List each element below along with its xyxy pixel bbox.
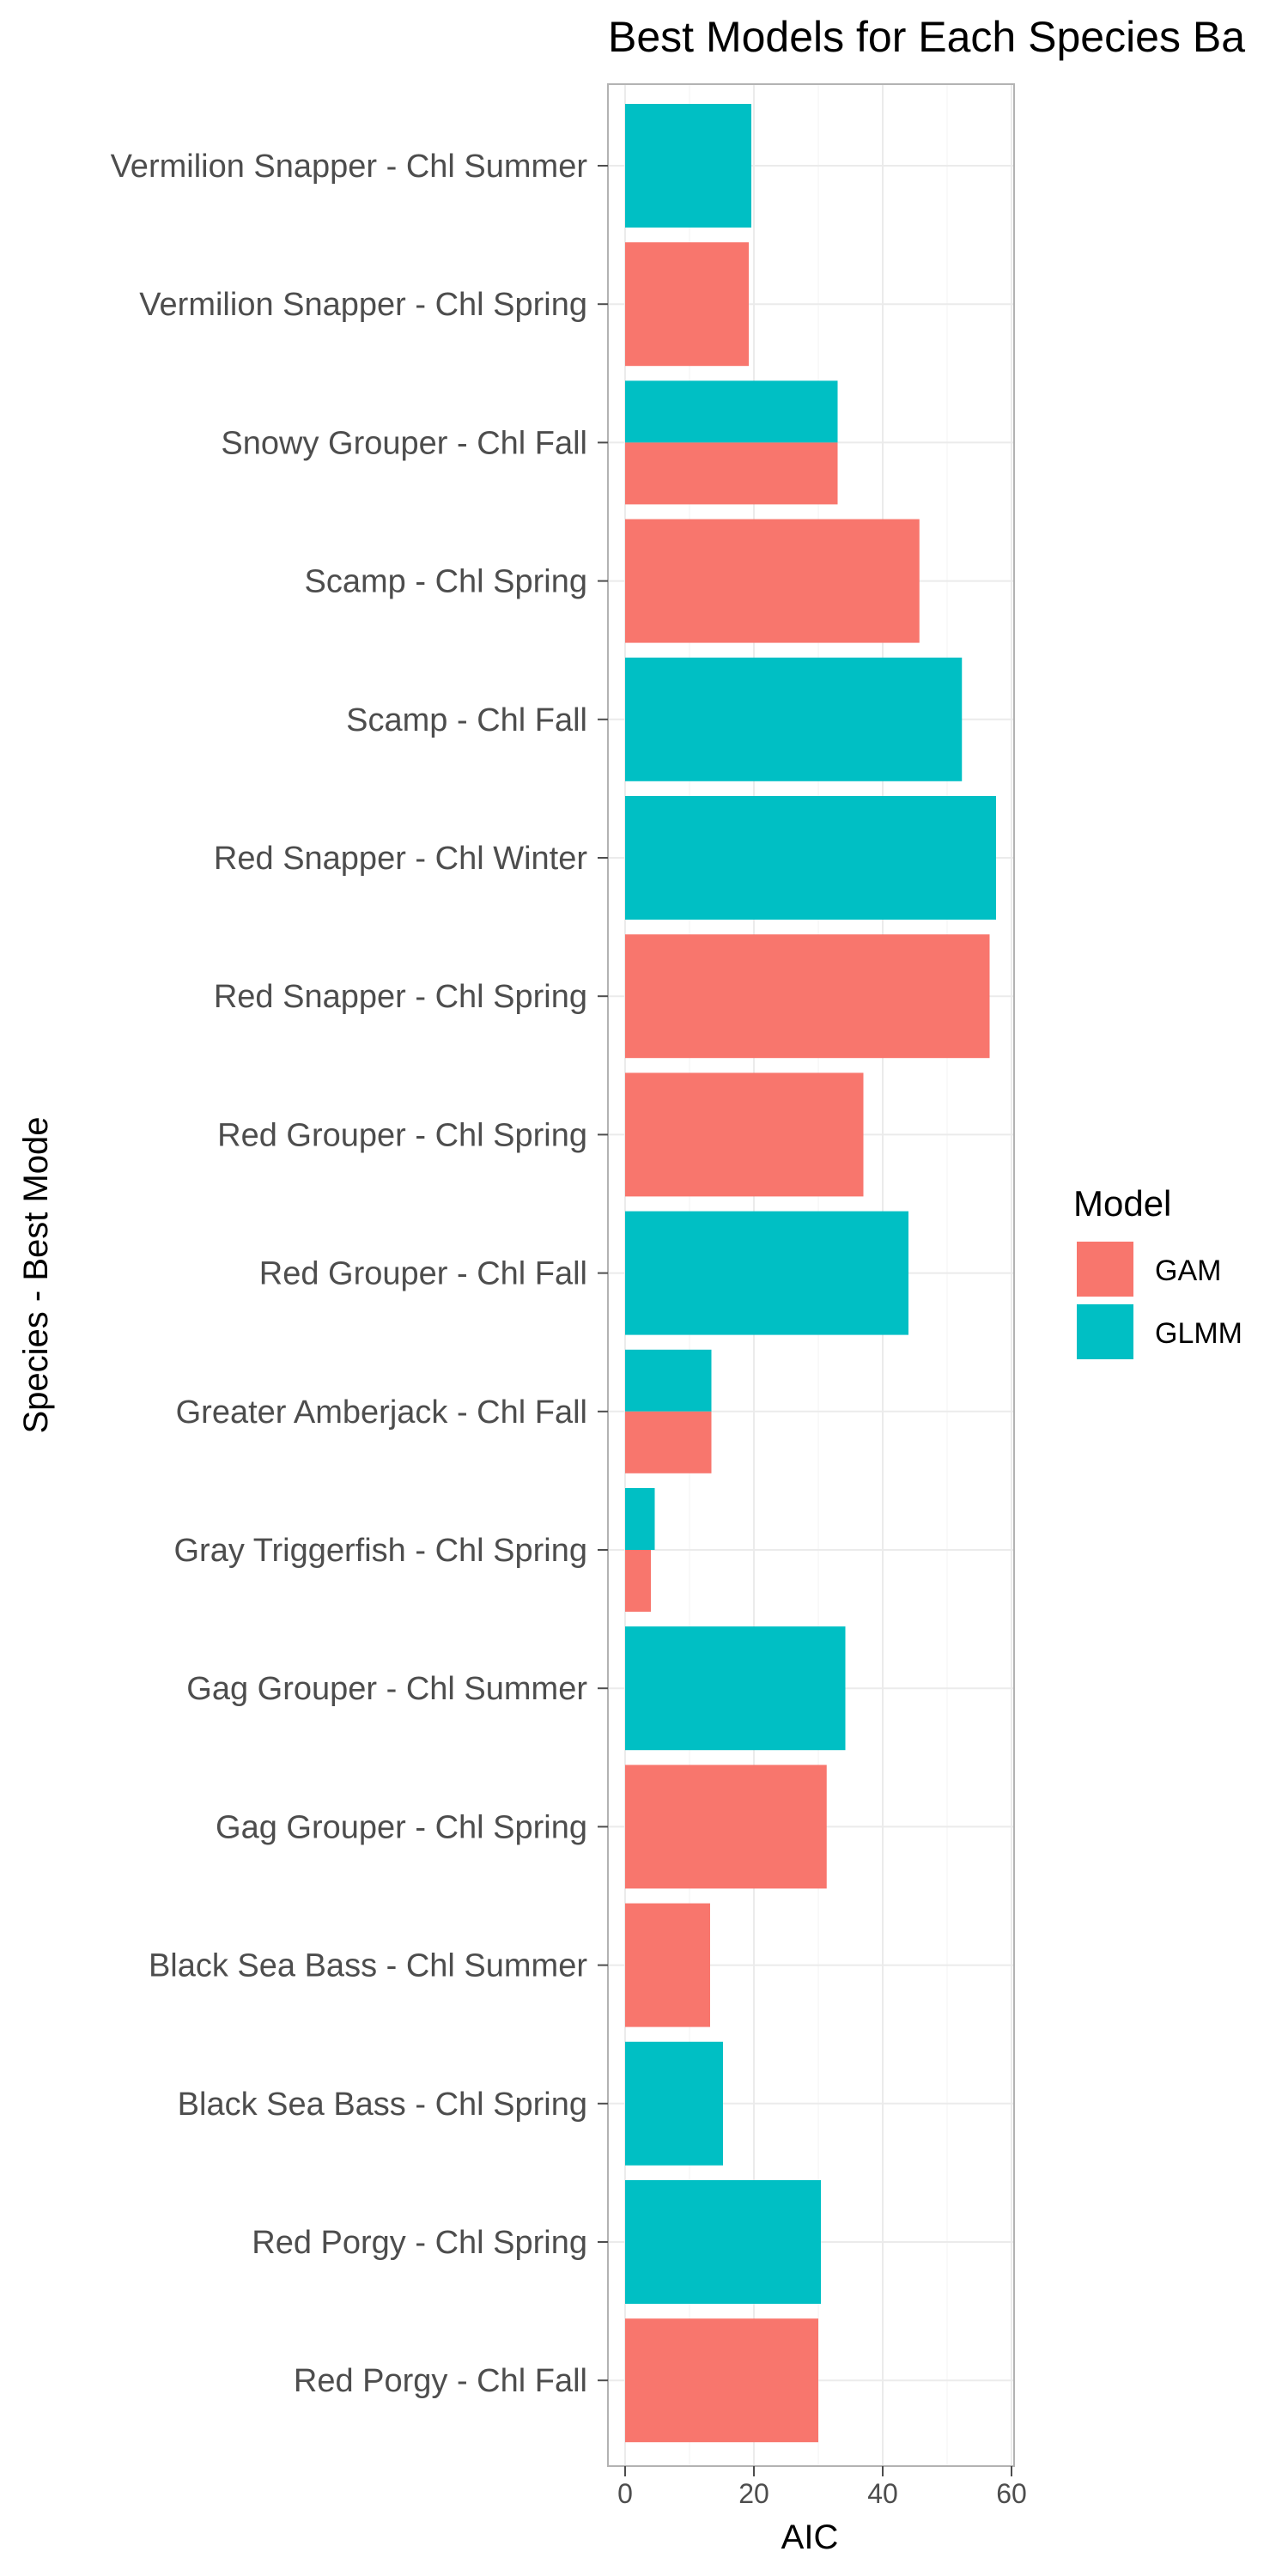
x-tick-label: 0 bbox=[617, 2478, 633, 2509]
bar-gam bbox=[625, 934, 990, 1059]
legend-label-glmm: GLMM bbox=[1155, 1317, 1242, 1350]
category-label: Gag Grouper - Chl Summer bbox=[186, 1671, 587, 1707]
bar-gam bbox=[625, 1903, 710, 2027]
bar-glmm bbox=[625, 657, 963, 781]
legend: Model GAM GLMM bbox=[1073, 1183, 1242, 1359]
bar-glmm bbox=[625, 1488, 655, 1550]
bar-glmm bbox=[625, 1349, 712, 1412]
x-tick-label: 60 bbox=[996, 2478, 1027, 2509]
bar-glmm bbox=[625, 1626, 846, 1751]
bars bbox=[625, 104, 996, 2443]
bar-glmm bbox=[625, 1211, 908, 1335]
bar-glmm bbox=[625, 2041, 723, 2166]
category-labels: Vermilion Snapper - Chl Summer Vermilion … bbox=[111, 149, 608, 2399]
bar-glmm bbox=[625, 104, 751, 228]
category-label: Red Snapper - Chl Winter bbox=[214, 841, 587, 877]
legend-label-gam: GAM bbox=[1155, 1255, 1221, 1287]
bar-gam bbox=[625, 1765, 827, 1889]
x-tick-label: 40 bbox=[867, 2478, 898, 2509]
bar-gam bbox=[625, 1072, 864, 1197]
category-label: Black Sea Bass - Chl Summer bbox=[149, 1948, 587, 1984]
legend-swatch-glmm bbox=[1077, 1304, 1133, 1359]
bar-gam bbox=[625, 519, 920, 643]
category-label: Red Porgy - Chl Spring bbox=[252, 2225, 587, 2261]
panel-border bbox=[607, 83, 1015, 2467]
bar-gam bbox=[625, 1550, 651, 1612]
x-tick-label: 20 bbox=[738, 2478, 769, 2509]
category-label: Scamp - Chl Fall bbox=[346, 702, 587, 738]
category-label: Red Snapper - Chl Spring bbox=[214, 979, 587, 1015]
bar-gam bbox=[625, 242, 749, 367]
category-label: Red Grouper - Chl Spring bbox=[217, 1117, 587, 1153]
bar-gam bbox=[625, 442, 838, 505]
category-label: Gag Grouper - Chl Spring bbox=[216, 1809, 587, 1845]
category-label: Snowy Grouper - Chl Fall bbox=[221, 425, 587, 461]
bar-glmm bbox=[625, 796, 996, 920]
category-label: Vermilion Snapper - Chl Summer bbox=[111, 149, 588, 185]
y-axis-title: Species - Best Mode bbox=[17, 1116, 55, 1433]
bar-glmm bbox=[625, 2180, 821, 2304]
chart-title: Best Models for Each Species Ba bbox=[608, 13, 1245, 61]
category-label: Red Grouper - Chl Fall bbox=[259, 1256, 587, 1292]
category-label: Gray Triggerfish - Chl Spring bbox=[174, 1533, 588, 1569]
x-axis-title: AIC bbox=[781, 2518, 839, 2556]
bar-glmm bbox=[625, 380, 838, 443]
category-label: Scamp - Chl Spring bbox=[305, 564, 587, 600]
category-label: Red Porgy - Chl Fall bbox=[294, 2363, 587, 2399]
category-label: Greater Amberjack - Chl Fall bbox=[176, 1394, 587, 1431]
legend-swatch-gam bbox=[1077, 1242, 1133, 1297]
legend-title: Model bbox=[1073, 1183, 1171, 1224]
category-label: Vermilion Snapper - Chl Spring bbox=[139, 287, 587, 323]
category-label: Black Sea Bass - Chl Spring bbox=[178, 2087, 587, 2123]
x-axis-ticks: 0 20 40 60 bbox=[617, 2466, 1027, 2509]
bar-gam bbox=[625, 1411, 712, 1473]
bar-gam bbox=[625, 2318, 818, 2443]
